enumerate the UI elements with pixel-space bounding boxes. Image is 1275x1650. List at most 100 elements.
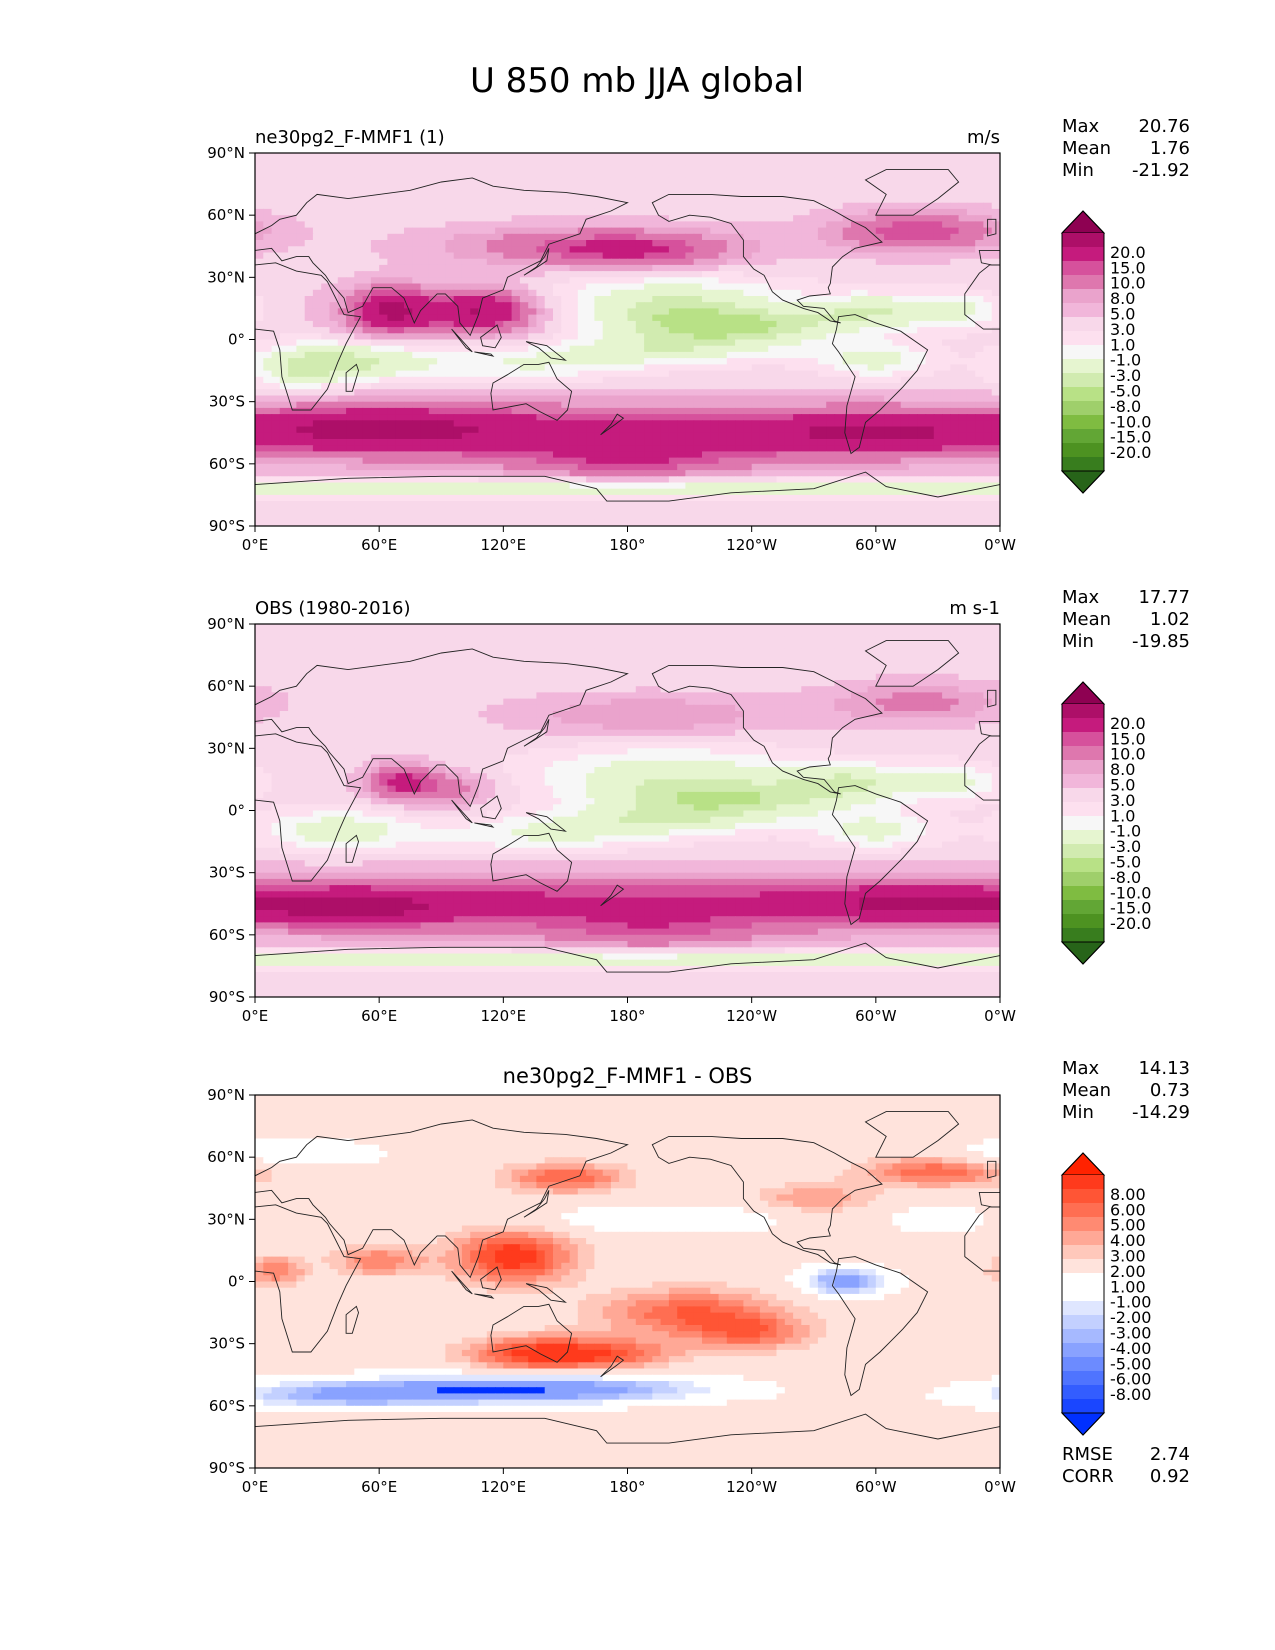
colorbar-segment <box>1062 429 1104 444</box>
coastline <box>490 361 573 421</box>
colorbar-segment <box>1062 373 1104 388</box>
colorbar-level-label: 2.00 <box>1110 1262 1146 1281</box>
colorbar-level-label: -8.0 <box>1110 397 1141 416</box>
colorbar-segment <box>1062 1245 1104 1260</box>
colorbar-extend-min <box>1060 1412 1106 1436</box>
colorbar-level-label: -8.00 <box>1110 1385 1151 1404</box>
colorbar-segment <box>1062 1203 1104 1218</box>
lat-tick-label: 60°N <box>207 1148 245 1166</box>
coastline <box>474 351 495 357</box>
colorbar-level-label: 1.0 <box>1110 335 1135 354</box>
panel-test-field: 0°E 60°E 120°E 180° 120°W 60°W 0°W 90°N 60°N 30°N… <box>207 116 1190 554</box>
lat-tick-label: 30°N <box>207 1210 245 1228</box>
colorbar-level-label: 15.0 <box>1110 258 1146 277</box>
coastline <box>831 785 929 926</box>
coastline <box>987 689 997 708</box>
lat-tick-label: 90°N <box>207 1086 245 1104</box>
lat-tick-label: 90°N <box>207 615 245 633</box>
field-raster <box>255 624 1000 997</box>
colorbar-level-label: -5.00 <box>1110 1354 1151 1373</box>
coastline <box>964 735 1000 801</box>
lat-tick-label: 90°S <box>209 988 245 1006</box>
colorbar-segment <box>1062 457 1104 472</box>
coastline <box>255 1204 362 1353</box>
colorbar-extend-max <box>1060 210 1106 234</box>
lon-tick-label: 0°W <box>984 536 1016 554</box>
colorbar-segment <box>1062 1301 1104 1316</box>
coastline <box>525 1283 567 1303</box>
colorbar-segment <box>1062 732 1104 747</box>
colorbar-segment <box>1062 303 1104 318</box>
coastline <box>451 1270 473 1295</box>
panel-center-title: ne30pg2_F-MMF1 - OBS <box>503 1064 753 1089</box>
stat-min-label: Min <box>1062 1102 1094 1123</box>
lon-tick-label: 60°E <box>361 1007 397 1025</box>
colorbar-segment <box>1062 233 1104 248</box>
lon-tick-label: 0°W <box>984 1007 1016 1025</box>
stat-min-label: Min <box>1062 160 1094 181</box>
lon-tick-label: 60°W <box>855 1007 897 1025</box>
colorbar-segment <box>1062 858 1104 873</box>
lon-tick-label: 120°E <box>481 536 527 554</box>
stat-max-value: 17.77 <box>1138 587 1190 608</box>
coastline <box>523 1190 550 1218</box>
lon-tick-label: 0°E <box>242 1007 269 1025</box>
coastline <box>864 640 960 687</box>
colorbar-level-label: 5.00 <box>1110 1216 1146 1235</box>
coastline <box>345 1305 359 1334</box>
lon-tick-label: 120°W <box>726 536 777 554</box>
colorbar-segment <box>1062 1189 1104 1204</box>
colorbar-segment <box>1062 1343 1104 1358</box>
coastline <box>978 720 1000 737</box>
colorbar-level-label: -20.0 <box>1110 914 1151 933</box>
colorbar-level-label: -10.0 <box>1110 883 1151 902</box>
coastline <box>600 413 625 436</box>
colorbar-level-label: 8.0 <box>1110 760 1135 779</box>
lon-tick-label: 120°E <box>481 1478 527 1496</box>
panel-right-title: m s-1 <box>949 598 1000 619</box>
lat-tick-label: 60°S <box>209 1397 245 1415</box>
coastlines <box>255 1111 1000 1468</box>
colorbar-level-label: -1.0 <box>1110 351 1141 370</box>
colorbar-level-label: -4.00 <box>1110 1339 1151 1358</box>
lat-tick-label: 30°S <box>209 393 245 411</box>
stat-min-value: -14.29 <box>1132 1102 1190 1123</box>
coastline <box>525 812 568 832</box>
lon-tick-label: 0°E <box>242 1478 269 1496</box>
colorbar-level-label: 3.0 <box>1110 320 1135 339</box>
colorbar-segment <box>1062 844 1104 859</box>
colorbar-level-label: 4.00 <box>1110 1231 1146 1250</box>
coastline <box>255 648 629 808</box>
colorbar-segment <box>1062 1273 1104 1288</box>
colorbar-segment <box>1062 928 1104 943</box>
coastline <box>987 1160 997 1179</box>
colorbar-segment <box>1062 401 1104 416</box>
colorbar-segment <box>1062 1357 1104 1372</box>
field-raster <box>255 153 1000 526</box>
colorbar-level-label: -3.0 <box>1110 837 1141 856</box>
colorbar-segment <box>1062 704 1104 719</box>
colorbar-level-label: 10.0 <box>1110 745 1146 764</box>
colorbar-level-label: -5.0 <box>1110 853 1141 872</box>
coastline <box>987 218 997 237</box>
lon-tick-label: 60°E <box>361 536 397 554</box>
colorbar-segment <box>1062 886 1104 901</box>
colorbar-level-label: -15.0 <box>1110 899 1151 918</box>
colorbar-segment <box>1062 345 1104 360</box>
lon-tick-label: 180° <box>609 1478 645 1496</box>
lat-tick-label: 30°S <box>209 1335 245 1353</box>
colorbar-level-label: -15.0 <box>1110 428 1151 447</box>
colorbar-segment <box>1062 247 1104 262</box>
coastline <box>451 328 473 353</box>
colorbar-segment <box>1062 1175 1104 1190</box>
colorbar-segment <box>1062 387 1104 402</box>
colorbar-level-label: -5.0 <box>1110 382 1141 401</box>
colorbar-level-label: 8.0 <box>1110 289 1135 308</box>
colorbar-segment <box>1062 914 1104 929</box>
stat-max-value: 20.76 <box>1138 116 1190 137</box>
coastline <box>831 314 929 455</box>
colorbar-segment <box>1062 788 1104 803</box>
colorbar-segment <box>1062 289 1104 304</box>
coastline <box>978 1191 1000 1208</box>
coastline <box>523 248 550 276</box>
